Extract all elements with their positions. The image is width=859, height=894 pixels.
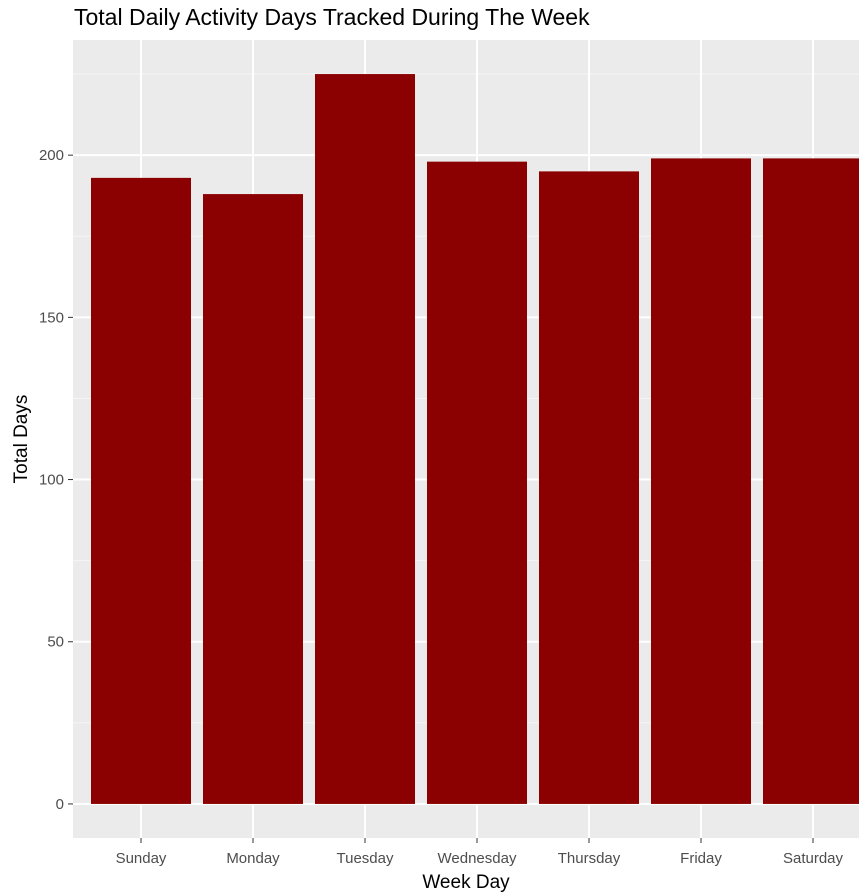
x-tick-label: Wednesday bbox=[438, 850, 517, 867]
x-tick-label: Friday bbox=[680, 850, 722, 867]
x-tick-label: Tuesday bbox=[337, 850, 394, 867]
y-axis-title: Total Days bbox=[11, 395, 32, 484]
bar-tuesday bbox=[315, 74, 415, 804]
bar-saturday bbox=[763, 158, 859, 804]
bars bbox=[91, 74, 859, 804]
x-tick-label: Sunday bbox=[116, 850, 167, 867]
bar-sunday bbox=[91, 177, 191, 804]
bar-monday bbox=[203, 194, 303, 804]
x-axis: Sunday Monday Tuesday Wednesday Thursday Frid… bbox=[116, 838, 844, 867]
bar-friday bbox=[651, 158, 751, 804]
x-tick-label: Saturday bbox=[783, 850, 844, 867]
y-tick-label: 100 bbox=[39, 472, 64, 489]
y-tick-label: 0 bbox=[56, 796, 64, 813]
y-tick-label: 50 bbox=[47, 634, 64, 651]
y-axis: 0 50 100 150 200 bbox=[39, 147, 73, 813]
x-axis-title: Week Day bbox=[422, 872, 510, 893]
bar-thursday bbox=[539, 171, 639, 804]
y-tick-label: 150 bbox=[39, 309, 64, 326]
chart-title: Total Daily Activity Days Tracked During… bbox=[74, 4, 590, 30]
x-tick-label: Thursday bbox=[558, 850, 621, 867]
x-tick-label: Monday bbox=[226, 850, 280, 867]
bar-wednesday bbox=[427, 161, 527, 804]
y-tick-label: 200 bbox=[39, 147, 64, 164]
